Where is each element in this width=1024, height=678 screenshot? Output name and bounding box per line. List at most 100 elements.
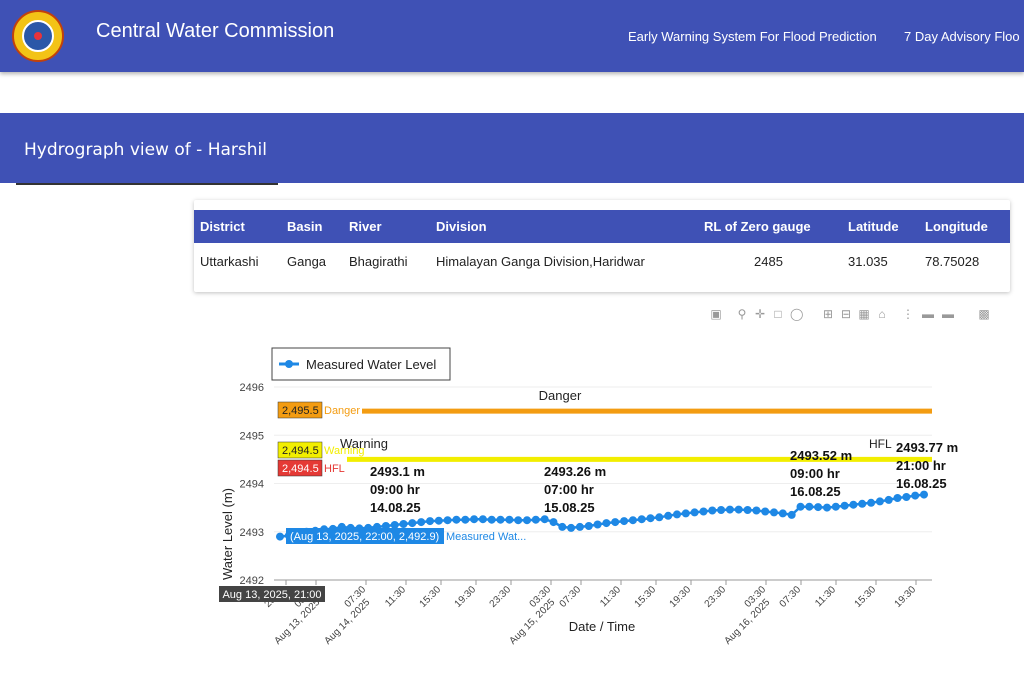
- data-point[interactable]: [399, 520, 408, 528]
- x-tick-label: 23:30: [703, 584, 729, 610]
- data-point[interactable]: [725, 505, 734, 514]
- spike-lines-icon[interactable]: ⋮: [902, 307, 914, 321]
- data-point[interactable]: [840, 501, 849, 510]
- page-title: Hydrograph view of - Harshil: [24, 140, 267, 160]
- x-tick-label: 19:30: [893, 584, 919, 610]
- app-title[interactable]: Central Water Commission: [96, 20, 335, 42]
- data-point[interactable]: [778, 509, 787, 518]
- zoom-icon[interactable]: ⚲: [737, 307, 747, 321]
- data-point[interactable]: [752, 506, 761, 515]
- data-point[interactable]: [743, 506, 752, 514]
- data-point[interactable]: [584, 522, 593, 530]
- data-point[interactable]: [575, 522, 584, 531]
- data-point[interactable]: [770, 508, 778, 517]
- data-point[interactable]: [611, 518, 620, 527]
- data-point[interactable]: [893, 494, 902, 502]
- data-point[interactable]: [823, 503, 831, 512]
- hydrograph-chart[interactable]: ▣ ⚲ ✛ □ ◯ ⊞ ⊟ ▦ ⌂ ⋮ ▬ ▬ ▩ 2,495.5 Danger 2…: [202, 302, 1012, 650]
- data-point[interactable]: [690, 508, 699, 517]
- cwc-emblem-icon[interactable]: [12, 10, 64, 62]
- legend-entry-measured-water-level[interactable]: Measured Water Level: [306, 357, 436, 372]
- data-point[interactable]: [875, 497, 884, 506]
- data-point[interactable]: [708, 506, 717, 515]
- data-point[interactable]: [717, 506, 726, 514]
- data-point[interactable]: [805, 502, 814, 511]
- data-point[interactable]: [911, 491, 920, 500]
- data-point[interactable]: [920, 490, 928, 499]
- data-point[interactable]: [461, 515, 470, 524]
- annotations: 2493.1 m 09:00 hr 14.08.25 2493.26 m 07:00 h…: [370, 440, 958, 515]
- data-point[interactable]: [558, 522, 567, 531]
- data-point[interactable]: [417, 518, 426, 527]
- data-point[interactable]: [831, 502, 840, 511]
- data-point[interactable]: [426, 517, 434, 526]
- series-measured-water-level[interactable]: [276, 490, 928, 541]
- data-point[interactable]: [549, 518, 558, 527]
- zoom-in-icon[interactable]: ⊞: [822, 307, 834, 321]
- data-point[interactable]: [867, 498, 876, 507]
- lasso-icon[interactable]: ◯: [790, 307, 804, 321]
- data-point[interactable]: [531, 515, 540, 524]
- nav-early-warning[interactable]: Early Warning System For Flood Predictio…: [628, 29, 877, 44]
- data-point[interactable]: [443, 516, 452, 525]
- data-point[interactable]: [452, 515, 461, 524]
- data-point[interactable]: [602, 519, 611, 528]
- data-point[interactable]: [505, 515, 514, 524]
- data-point[interactable]: [567, 523, 576, 532]
- data-point[interactable]: [814, 503, 823, 512]
- data-point[interactable]: [487, 515, 496, 524]
- data-point[interactable]: [734, 505, 743, 514]
- legend[interactable]: Measured Water Level: [271, 347, 451, 381]
- data-point[interactable]: [681, 509, 690, 518]
- data-point[interactable]: [849, 500, 858, 509]
- data-point[interactable]: [434, 516, 443, 525]
- data-point[interactable]: [673, 510, 681, 519]
- annotation-text: 14.08.25: [370, 500, 421, 515]
- data-point[interactable]: [478, 515, 487, 524]
- annotation-text: 09:00 hr: [370, 482, 420, 497]
- data-point[interactable]: [620, 517, 629, 526]
- data-point[interactable]: [628, 516, 637, 525]
- data-point[interactable]: [664, 511, 673, 520]
- data-point[interactable]: [470, 515, 479, 524]
- header-river: River: [349, 219, 382, 234]
- hover-closest-icon[interactable]: ▬: [922, 307, 934, 321]
- annotation-text: 21:00 hr: [896, 458, 946, 473]
- data-point[interactable]: [637, 515, 646, 524]
- data-point[interactable]: [496, 515, 505, 524]
- box-select-icon[interactable]: □: [774, 307, 782, 321]
- data-point[interactable]: [787, 510, 796, 519]
- zoom-out-icon[interactable]: ⊟: [840, 307, 852, 321]
- data-point[interactable]: [655, 513, 664, 522]
- annotation-text: 2493.26 m: [544, 464, 606, 479]
- cell-division: Himalayan Ganga Division,Haridwar: [436, 254, 645, 269]
- danger-line-label: Danger: [539, 388, 582, 403]
- data-point[interactable]: [390, 521, 399, 529]
- autoscale-icon[interactable]: ▦: [858, 307, 870, 321]
- data-point[interactable]: [902, 493, 911, 501]
- data-point[interactable]: [699, 507, 708, 516]
- data-point[interactable]: [884, 495, 893, 504]
- camera-icon[interactable]: ▣: [710, 307, 722, 321]
- data-point[interactable]: [523, 516, 531, 525]
- data-point[interactable]: [408, 519, 417, 528]
- x-tick-label: 19:30: [453, 584, 479, 610]
- data-point[interactable]: [858, 499, 867, 508]
- plotly-logo-icon[interactable]: ▩: [978, 307, 990, 321]
- hover-compare-icon[interactable]: ▬: [942, 307, 954, 321]
- home-icon[interactable]: ⌂: [878, 307, 886, 321]
- data-point[interactable]: [796, 502, 805, 511]
- data-point[interactable]: [593, 520, 602, 529]
- data-point[interactable]: [540, 515, 549, 524]
- x-tick-label-group: 11:30: [813, 584, 838, 609]
- nav-7-day-advisory[interactable]: 7 Day Advisory Floo: [904, 29, 1020, 44]
- data-point[interactable]: [514, 516, 523, 525]
- data-point[interactable]: [761, 507, 770, 516]
- pan-icon[interactable]: ✛: [754, 307, 766, 321]
- data-point[interactable]: [276, 532, 284, 541]
- x-tick-label-group: 23:30: [488, 584, 514, 610]
- chart-svg[interactable]: 2,495.5 Danger 2,494.5 Warning 2,494.5 HFL Dan…: [202, 302, 1012, 650]
- data-point[interactable]: [646, 514, 655, 523]
- ref-tag-name: Danger: [324, 405, 360, 417]
